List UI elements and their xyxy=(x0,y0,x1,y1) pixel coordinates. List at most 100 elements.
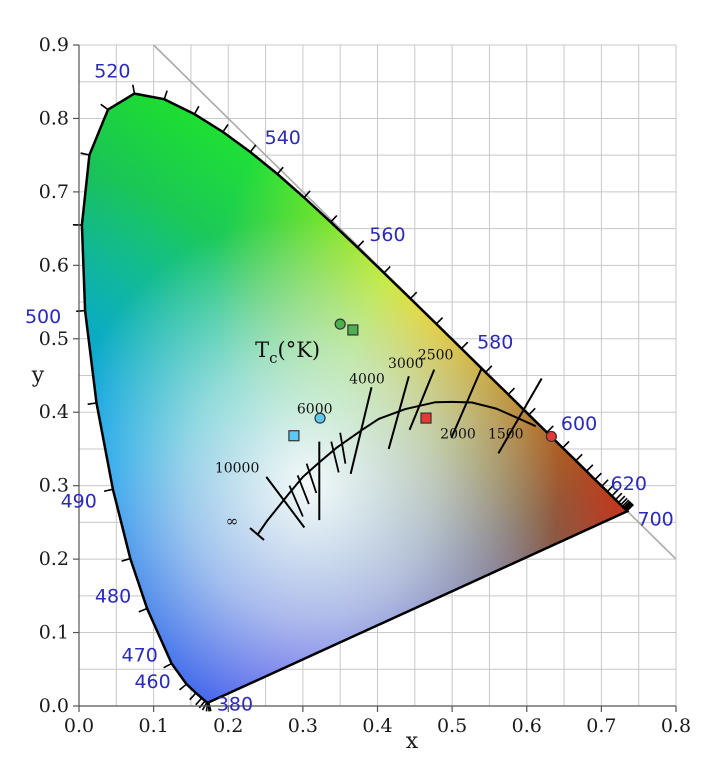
locus-tick xyxy=(606,484,615,493)
locus-tick xyxy=(303,190,311,199)
wavelength-label: 490 xyxy=(61,490,97,512)
x-tick-label: 0.2 xyxy=(213,715,243,737)
infinity-label: ∞ xyxy=(226,512,239,530)
locus-tick xyxy=(207,702,210,712)
x-tick-label: 0.4 xyxy=(362,715,392,737)
tc-label: Tc(°K) xyxy=(255,338,320,367)
wavelength-label: 600 xyxy=(561,413,597,435)
locus-tick xyxy=(601,479,609,487)
locus-tick xyxy=(507,387,516,396)
locus-tick xyxy=(356,240,365,248)
wavelength-label: 700 xyxy=(637,508,673,530)
planckian-locus-end-cap xyxy=(249,527,265,541)
wavelength-label: 580 xyxy=(477,331,513,353)
isotherm-line xyxy=(497,377,543,454)
labels: 380 460 470 480 490 500 520 540 560 580 600 620 700 1… xyxy=(25,60,674,715)
axes: 0.0 0.1 0.2 0.3 0.4 0.5 0.6 0.7 0.8 0.0 0.1 0.2 0.3 0… xyxy=(31,34,691,754)
locus-tick xyxy=(249,144,257,153)
locus-tick xyxy=(594,472,602,481)
x-tick-label: 0.7 xyxy=(586,715,616,737)
locus-tick xyxy=(330,214,338,223)
circle-marker xyxy=(334,318,346,330)
isotherm-minor xyxy=(339,432,347,464)
locus-tick xyxy=(484,365,493,373)
locus-tick xyxy=(623,500,631,509)
locus-tick xyxy=(617,495,626,504)
cct-label: 2500 xyxy=(418,347,454,363)
x-tick-label: 0.3 xyxy=(288,715,318,737)
locus-tick xyxy=(163,90,168,100)
x-axis-title: x xyxy=(406,729,419,754)
locus-tick xyxy=(383,265,391,274)
cct-label: 10000 xyxy=(215,460,260,476)
locus-tick xyxy=(198,700,206,709)
locus-tick xyxy=(163,662,172,669)
cct-label: 3000 xyxy=(388,356,424,372)
locus-tick xyxy=(76,309,86,313)
locus-tick xyxy=(624,501,632,510)
locus-tick xyxy=(460,341,469,350)
locus-tick xyxy=(562,440,570,449)
locus-tick xyxy=(614,492,623,501)
wavelength-label: 560 xyxy=(369,224,405,246)
x-tick-label: 0.0 xyxy=(64,715,94,737)
square-marker xyxy=(288,430,300,442)
isotherm-minor xyxy=(330,441,340,473)
wavelength-label: 620 xyxy=(611,473,647,495)
locus-tick xyxy=(195,697,203,706)
y-tick-label: 0.2 xyxy=(39,548,69,570)
planckian-locus xyxy=(257,400,537,535)
locus-tick xyxy=(585,464,594,472)
locus-tick xyxy=(138,607,148,613)
wavelength-label: 500 xyxy=(25,306,61,328)
locus-tick xyxy=(100,103,109,111)
locus-tick xyxy=(546,425,554,433)
y-tick-label: 0.8 xyxy=(39,107,69,129)
circle-marker xyxy=(314,412,326,424)
y-tick-label: 0.1 xyxy=(39,622,69,644)
y-tick-label: 0.7 xyxy=(39,181,69,203)
y-tick-label: 0.4 xyxy=(39,401,69,423)
x-tick-label: 0.1 xyxy=(139,715,169,737)
isotherm-line xyxy=(349,387,373,475)
cct-label: 1500 xyxy=(488,427,524,443)
locus-tick xyxy=(626,503,634,512)
square-marker xyxy=(420,412,432,424)
planckian-locus-group xyxy=(249,367,543,541)
locus-tick xyxy=(611,489,619,497)
locus-tick xyxy=(621,499,630,508)
y-tick-label: 0.9 xyxy=(39,34,69,56)
y-axis-title: y xyxy=(31,363,45,388)
isotherm-line xyxy=(265,476,306,529)
x-tick-label: 0.5 xyxy=(437,715,467,737)
y-tick-label: 0.0 xyxy=(39,695,69,717)
square-marker xyxy=(347,324,359,336)
isotherm-line xyxy=(387,375,410,450)
wavelength-label: 460 xyxy=(134,671,170,693)
isotherm-minor xyxy=(296,475,310,505)
wavelength-label: 540 xyxy=(265,127,301,149)
locus-tick xyxy=(80,152,90,156)
y-tick-label: 0.6 xyxy=(39,254,69,276)
spectral-locus xyxy=(80,92,630,704)
wavelength-label: 520 xyxy=(94,60,130,82)
locus-tick xyxy=(409,291,418,300)
locus-tick xyxy=(132,84,136,94)
locus-tick xyxy=(121,557,131,562)
locus-tick xyxy=(435,316,444,325)
cct-label: 6000 xyxy=(297,402,333,418)
y-tick-label: 0.3 xyxy=(39,475,69,497)
locus-tick xyxy=(528,407,536,416)
isotherm-minor xyxy=(305,463,318,494)
locus-tick xyxy=(103,488,114,493)
locus-tick xyxy=(222,124,229,133)
locus-tick xyxy=(575,453,583,462)
y-tick-label: 0.5 xyxy=(39,328,69,350)
wavelength-label: 480 xyxy=(95,585,131,607)
circle-marker xyxy=(545,430,557,443)
locus-tick xyxy=(87,402,97,406)
locus-tick xyxy=(276,166,284,175)
locus-tick xyxy=(620,497,628,506)
locus-tick xyxy=(189,692,197,701)
